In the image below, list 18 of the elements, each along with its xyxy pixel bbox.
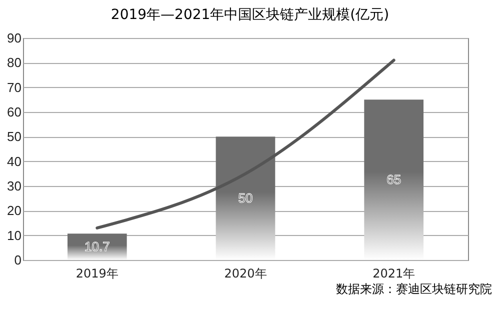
y-tick-label: 80: [7, 55, 22, 70]
y-tick-label: 10: [7, 228, 22, 243]
y-tick-label: 20: [7, 203, 22, 218]
y-tick-label: 30: [7, 178, 22, 194]
x-tick-label: 2020年: [224, 266, 267, 280]
y-tick-label: 70: [7, 80, 22, 95]
x-tick-label: 2021年: [372, 266, 416, 280]
y-tick-label: 90: [7, 30, 22, 46]
chart-title: 2019年—2021年中国区块链产业规模(亿元): [110, 6, 390, 25]
bar: [68, 234, 127, 260]
y-tick-label: 60: [7, 104, 22, 120]
data-label: 50: [238, 190, 253, 206]
y-tick-label: 40: [7, 154, 22, 169]
y-tick-label: 50: [7, 129, 22, 144]
x-tick-label: 2019年: [76, 266, 118, 280]
source-note: 数据来源：赛迪区块链研究院: [335, 281, 492, 298]
y-tick-label: 0: [14, 252, 22, 268]
data-label: 10.7: [84, 238, 110, 254]
